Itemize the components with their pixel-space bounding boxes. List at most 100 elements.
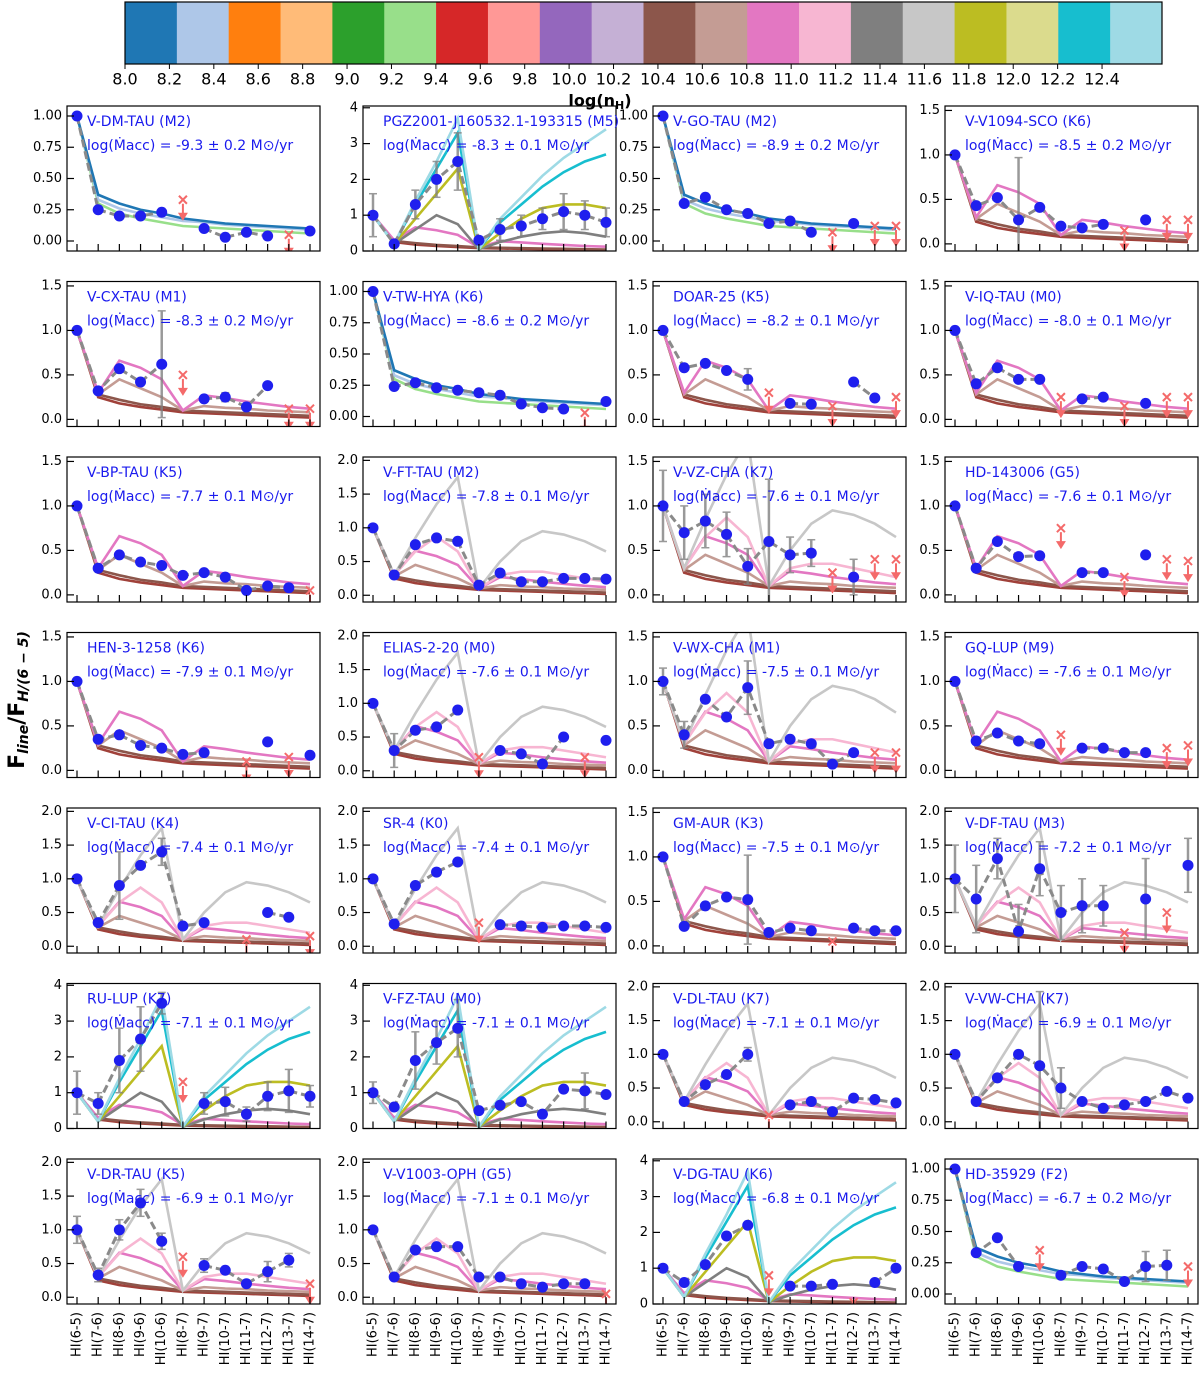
observed-point [1034, 373, 1046, 385]
observed-point [600, 573, 612, 585]
y-tick-label: 3 [350, 1014, 358, 1029]
observed-point [262, 1090, 274, 1102]
x-tick-label: HI(12-7) [846, 1312, 861, 1365]
model-line [953, 154, 1189, 237]
colorbar-tick-label: 10.0 [551, 70, 587, 89]
x-tick-label: HI(9-6) [1011, 1312, 1026, 1357]
observed-point [991, 727, 1003, 739]
y-tick-label: 1 [350, 208, 358, 223]
observed-point [177, 569, 189, 581]
limit-arrow-head [1161, 232, 1172, 241]
limit-x [891, 554, 901, 565]
panel: 0.0 0.5 1.0 1.5 HEN-3-1258 (K6) log(Ṁacc) = -… [41, 629, 321, 779]
observed-point [262, 380, 274, 392]
observed-point [135, 210, 147, 222]
panel: 0.0 0.5 1.0 1.5 2.0 V-DF-TAU (M3) log(Ṁacc) = … [919, 804, 1199, 954]
observed-point [1118, 747, 1130, 759]
observed-point [1055, 220, 1067, 232]
observed-point [1055, 1269, 1067, 1281]
observed-point [473, 1105, 485, 1117]
observed-point [991, 1232, 1003, 1244]
panel-title: V-BP-TAU (K5) [87, 465, 183, 481]
y-tick-label: 1.5 [919, 629, 940, 644]
limit-arrow-head [1183, 1279, 1193, 1288]
y-tick-label: 1.5 [41, 1189, 62, 1204]
y-tick-label: 0.5 [337, 554, 358, 569]
model-line [661, 632, 897, 766]
y-tick-label: 2 [640, 1225, 648, 1240]
model-line [371, 1229, 607, 1298]
y-tick-label: 0.00 [911, 1287, 940, 1302]
panel: 0.0 0.5 1.0 1.5 2.0 ELIAS-2-20 (M0) log(Ṁacc) … [337, 628, 617, 779]
colorbar-segment [591, 2, 644, 64]
observed-point [452, 155, 464, 167]
observed-point [1140, 1096, 1152, 1108]
observed-point [135, 1033, 147, 1045]
y-tick-label: 0.0 [41, 763, 62, 778]
y-tick-label: 0.5 [627, 718, 648, 733]
limit-x [284, 752, 294, 762]
observed-point [678, 362, 690, 374]
observed-point [721, 891, 733, 903]
observed-point [579, 920, 591, 932]
observed-point [1034, 1060, 1046, 1072]
model-line [371, 1229, 607, 1296]
x-tick-label: HI(13-7) [577, 1312, 592, 1365]
observed-point [805, 1280, 817, 1292]
observed-point [113, 210, 125, 222]
x-tick-label: HI(10-6) [450, 1312, 465, 1365]
observed-point [219, 1264, 231, 1276]
panel-plot [367, 1176, 611, 1304]
colorbar-segment [747, 2, 800, 64]
observed-point [699, 1259, 711, 1271]
observed-point [1140, 893, 1152, 905]
x-tick-label: HI(6-5) [948, 1312, 963, 1357]
colorbar-tick-label: 9.2 [379, 70, 404, 89]
y-tick-label: 0.5 [627, 1081, 648, 1096]
model-line [953, 505, 1189, 593]
colorbar-tick-label: 11.0 [773, 70, 809, 89]
colorbar-segment [125, 2, 178, 64]
panel-mdot: log(Ṁacc) = -6.9 ± 0.1 M⊙/yr [87, 1189, 293, 1207]
panel: 0 1 2 3 4 V-FZ-TAU (M0) log(Ṁacc) = -7.1 ± 0.1… [350, 978, 617, 1136]
panel-plot [950, 325, 1193, 427]
observed-point [742, 560, 754, 572]
x-tick-label: HI(9-7) [1075, 1312, 1090, 1357]
panel-plot [71, 1176, 315, 1304]
panel-mdot: log(Ṁacc) = -8.5 ± 0.2 M⊙/yr [965, 136, 1171, 154]
colorbar-tick-label: 9.4 [423, 70, 448, 89]
panel-frame [944, 807, 1199, 954]
y-tick-label: 1.00 [619, 109, 648, 124]
panel-frame [66, 456, 321, 603]
observed-point [805, 398, 817, 410]
y-tick-label: 0.0 [919, 236, 940, 251]
colorbar-tick-label: 9.6 [468, 70, 493, 89]
observed-point [678, 198, 690, 209]
x-tick-label: HI(6-5) [366, 1312, 381, 1357]
observed-point [1140, 1261, 1152, 1272]
y-tick-label: 1.5 [337, 662, 358, 677]
model-line [661, 681, 897, 764]
y-tick-label: 0.5 [919, 1081, 940, 1096]
y-tick-label: 1.0 [41, 674, 62, 689]
colorbar-frame [124, 1, 1163, 65]
observed-point [1097, 567, 1109, 579]
panel-frame [362, 631, 617, 779]
panel: 0.0 0.5 1.0 1.5 2.0 V-DR-TAU (K5) log(Ṁacc) = … [41, 1155, 321, 1365]
upper-limit [177, 1077, 188, 1103]
observed-point [494, 389, 506, 401]
y-tick-label: 0.0 [41, 587, 62, 602]
limit-arrow-head [1161, 761, 1172, 770]
panel-plot [950, 500, 1193, 599]
upper-limit [1183, 740, 1193, 767]
observed-point [431, 866, 443, 878]
y-label-part: /F [5, 702, 30, 725]
y-tick-label: 1.0 [41, 1222, 62, 1237]
panel-frame [652, 1158, 907, 1305]
panel-plot [657, 1000, 902, 1129]
limit-arrow-head [177, 1269, 188, 1278]
limit-arrow-head [763, 1128, 774, 1129]
observed-point [558, 403, 570, 415]
panel-mdot: log(Ṁacc) = -8.2 ± 0.1 M⊙/yr [673, 312, 879, 330]
observed-point [991, 362, 1003, 374]
